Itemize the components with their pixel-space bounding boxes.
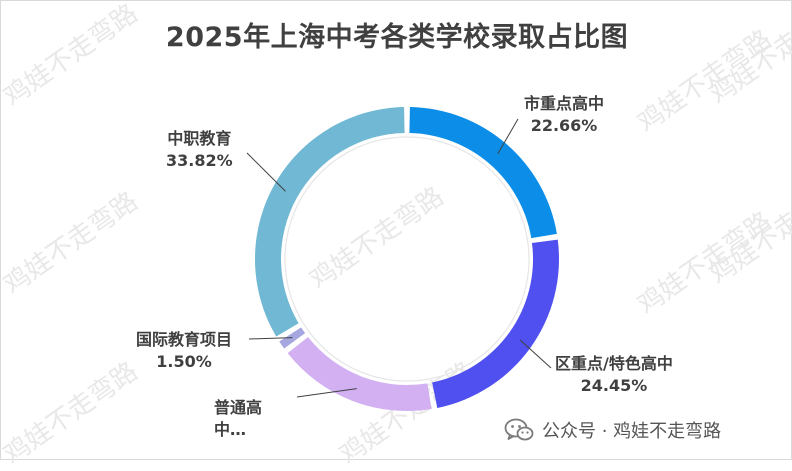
label-name: 市重点高中 bbox=[524, 94, 605, 113]
donut-slice bbox=[287, 337, 432, 412]
footer-text: 公众号 · 鸡娃不走弯路 bbox=[542, 421, 722, 442]
footer-account: 公众号 · 鸡娃不走弯路 bbox=[504, 415, 721, 445]
label-percent: 33.82% bbox=[166, 151, 233, 170]
label-name-continued: 中… bbox=[214, 420, 247, 439]
wechat-icon bbox=[504, 418, 534, 441]
label-name: 普通高 bbox=[214, 398, 263, 417]
label-international: 国际教育项目 1.50% bbox=[136, 329, 232, 373]
inner-guide-circle bbox=[284, 136, 530, 382]
donut-slice bbox=[409, 107, 557, 239]
donut-slice bbox=[254, 107, 405, 337]
label-percent: 1.50% bbox=[156, 352, 212, 371]
donut-slice bbox=[432, 239, 559, 408]
leader-line bbox=[248, 337, 293, 340]
leader-line bbox=[246, 152, 286, 192]
leader-line bbox=[497, 118, 519, 155]
chart-title: 2025年上海中考各类学校录取占比图 bbox=[165, 22, 629, 53]
label-name: 中职教育 bbox=[167, 129, 232, 148]
label-regular: 普通高 中… bbox=[214, 397, 262, 441]
label-name: 区重点/特色高中 bbox=[555, 354, 673, 373]
leader-line bbox=[296, 388, 357, 398]
donut-chart bbox=[246, 107, 559, 412]
label-percent: 22.66% bbox=[530, 116, 598, 135]
label-district-key: 区重点/特色高中 24.45% bbox=[555, 353, 673, 397]
label-vocational: 中职教育 33.82% bbox=[166, 128, 233, 172]
label-name: 国际教育项目 bbox=[136, 330, 233, 349]
leader-line bbox=[519, 339, 552, 369]
label-city-key: 市重点高中 22.66% bbox=[524, 93, 604, 137]
label-percent: 24.45% bbox=[580, 376, 648, 395]
